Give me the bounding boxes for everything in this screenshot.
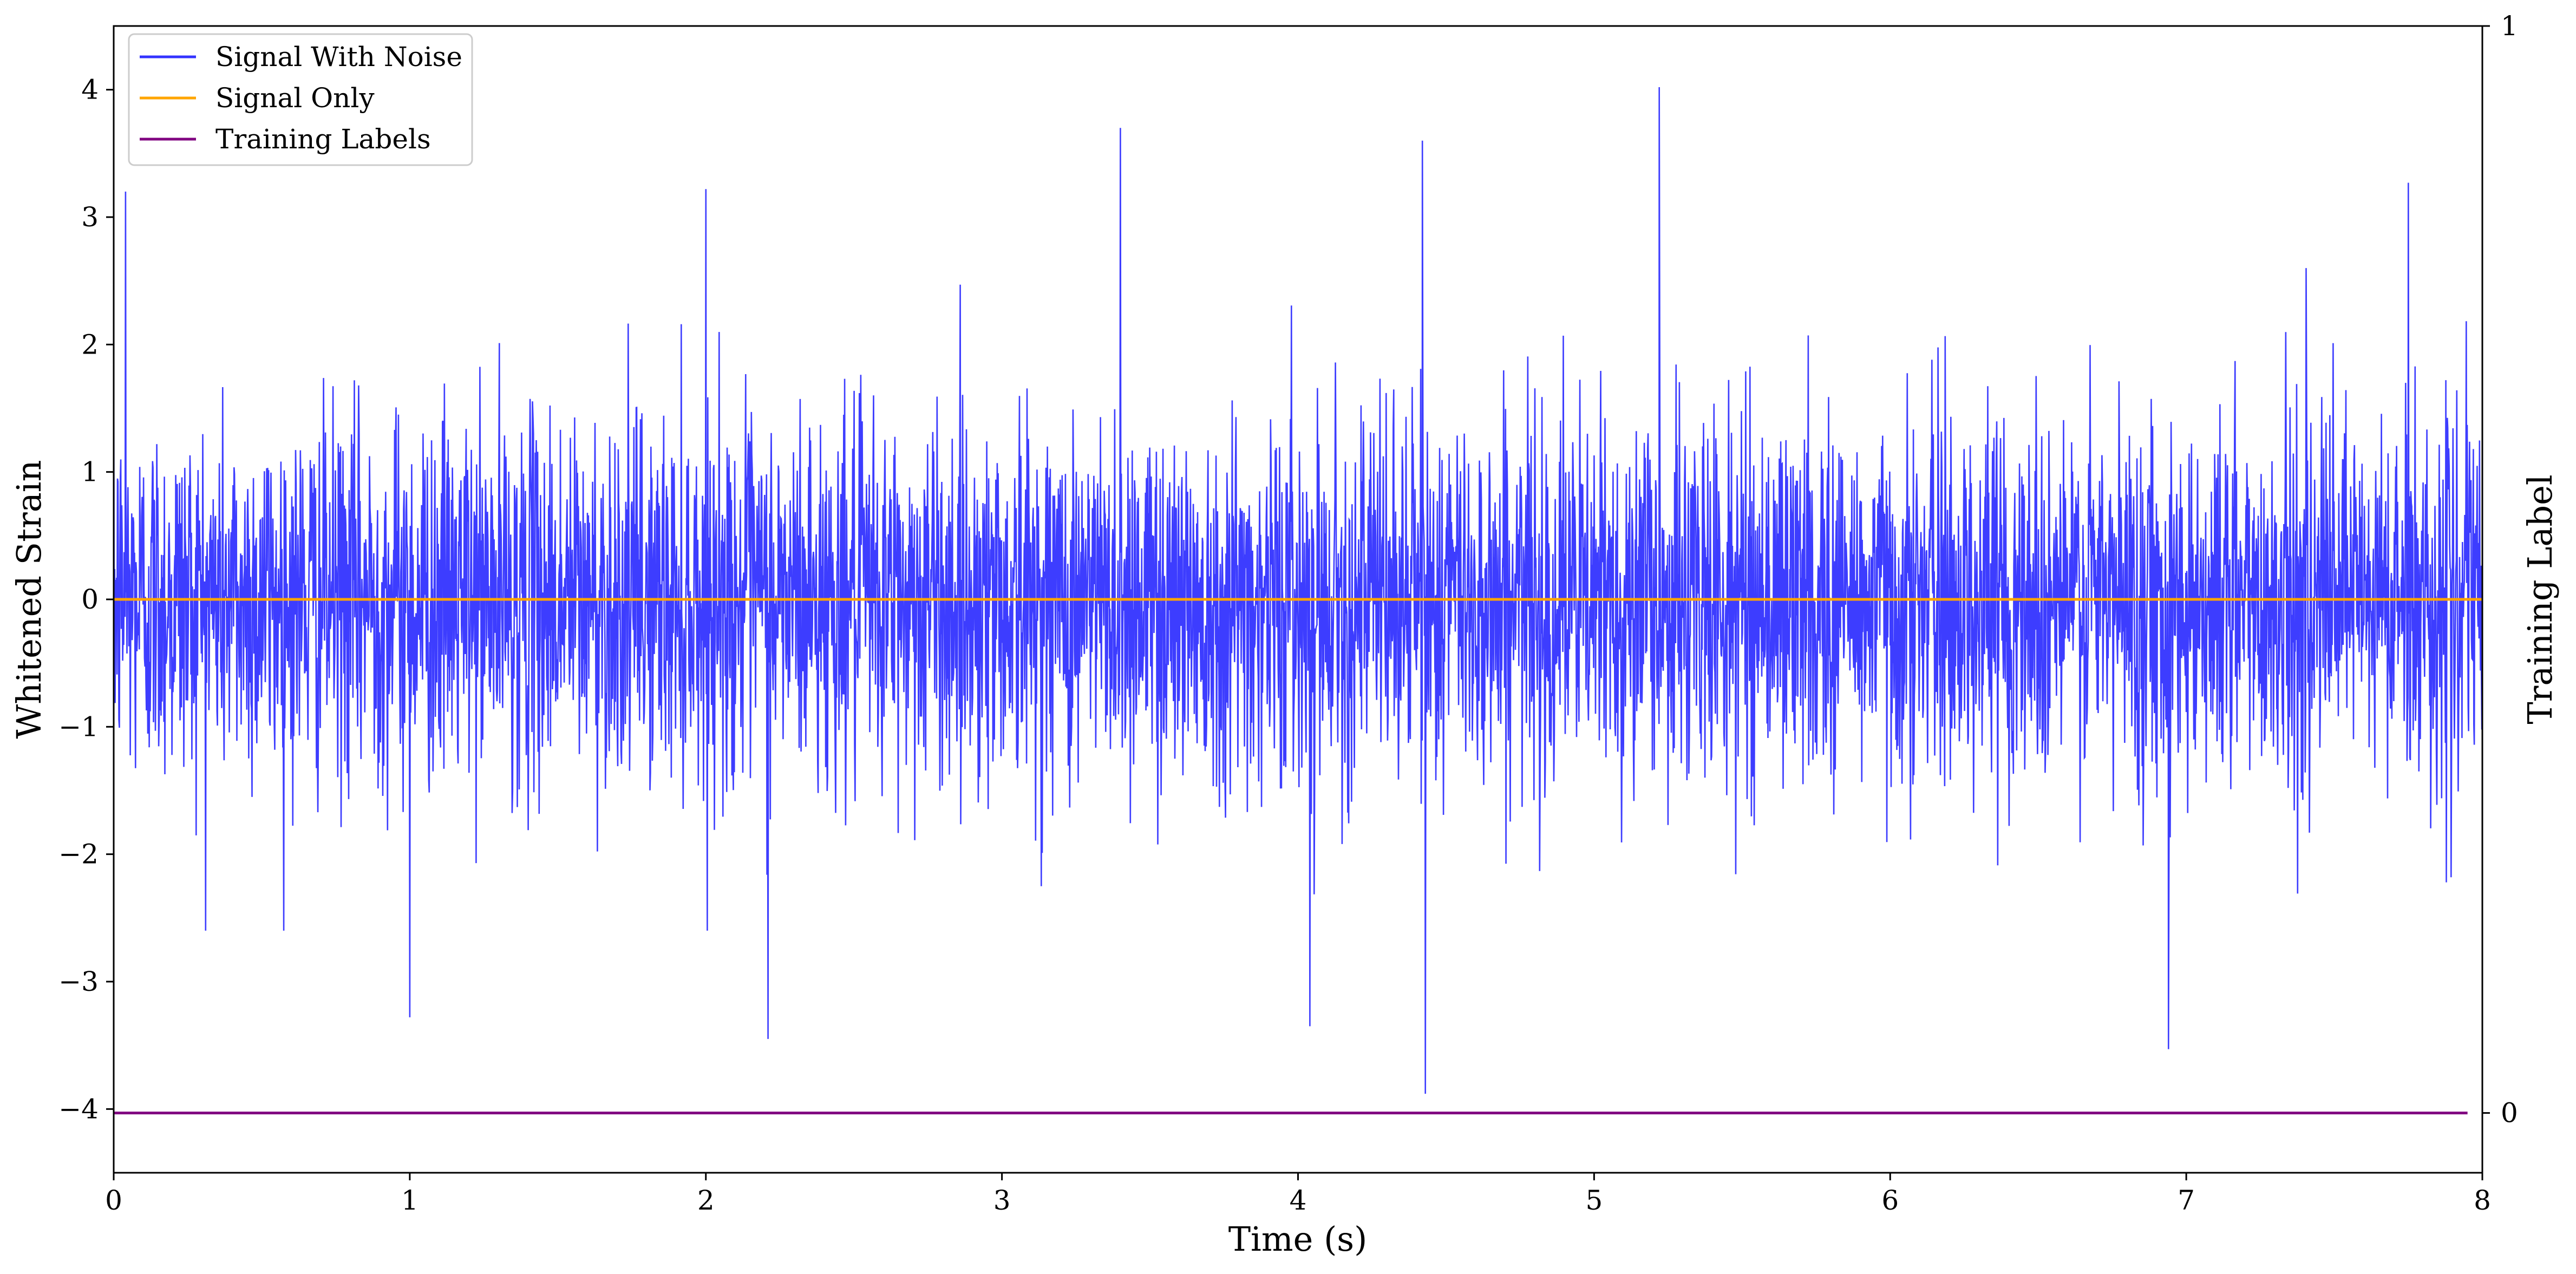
y-tick-label: −4	[58, 1093, 99, 1125]
right-axis-ticks: 01	[2482, 10, 2518, 1129]
right-tick-label: 0	[2501, 1097, 2518, 1129]
plot-data-layer	[113, 87, 2483, 1115]
legend: Signal With Noise Signal Only Training L…	[128, 33, 473, 166]
y-tick-label: 0	[81, 584, 99, 615]
x-tick-label: 1	[401, 1185, 419, 1216]
y-tick-label: −2	[58, 839, 99, 870]
x-tick-label: 4	[1290, 1185, 1307, 1216]
series-signal-with-noise	[113, 87, 2483, 1094]
y-tick-label: 4	[81, 74, 99, 106]
y-tick-label: 2	[81, 329, 99, 360]
x-tick-label: 0	[105, 1185, 122, 1216]
legend-box	[128, 33, 473, 166]
right-tick-label: 1	[2501, 10, 2518, 42]
x-axis-label: Time (s)	[1228, 1219, 1368, 1259]
y-tick-label: −3	[58, 966, 99, 997]
x-tick-label: 3	[993, 1185, 1011, 1216]
y-axis-label: Whitened Strain	[9, 460, 49, 739]
x-tick-label: 2	[697, 1185, 715, 1216]
x-tick-label: 6	[1881, 1185, 1899, 1216]
x-tick-label: 5	[1585, 1185, 1603, 1216]
y-tick-label: 3	[81, 201, 99, 233]
x-axis-ticks: 0 1 2 3 4 5 6 7 8	[105, 1173, 2491, 1216]
right-axis-label: Training Label	[2520, 474, 2560, 724]
legend-label-training-labels: Training Labels	[215, 123, 431, 155]
y-tick-label: −1	[58, 711, 99, 742]
y-axis-ticks: −4 −3 −2 −1 0 1 2 3 4	[58, 74, 114, 1125]
legend-label-signal-with-noise: Signal With Noise	[215, 41, 462, 73]
y-tick-label: 1	[81, 456, 99, 488]
x-tick-label: 7	[2178, 1185, 2195, 1216]
x-tick-label: 8	[2474, 1185, 2491, 1216]
legend-label-signal-only: Signal Only	[215, 82, 375, 114]
